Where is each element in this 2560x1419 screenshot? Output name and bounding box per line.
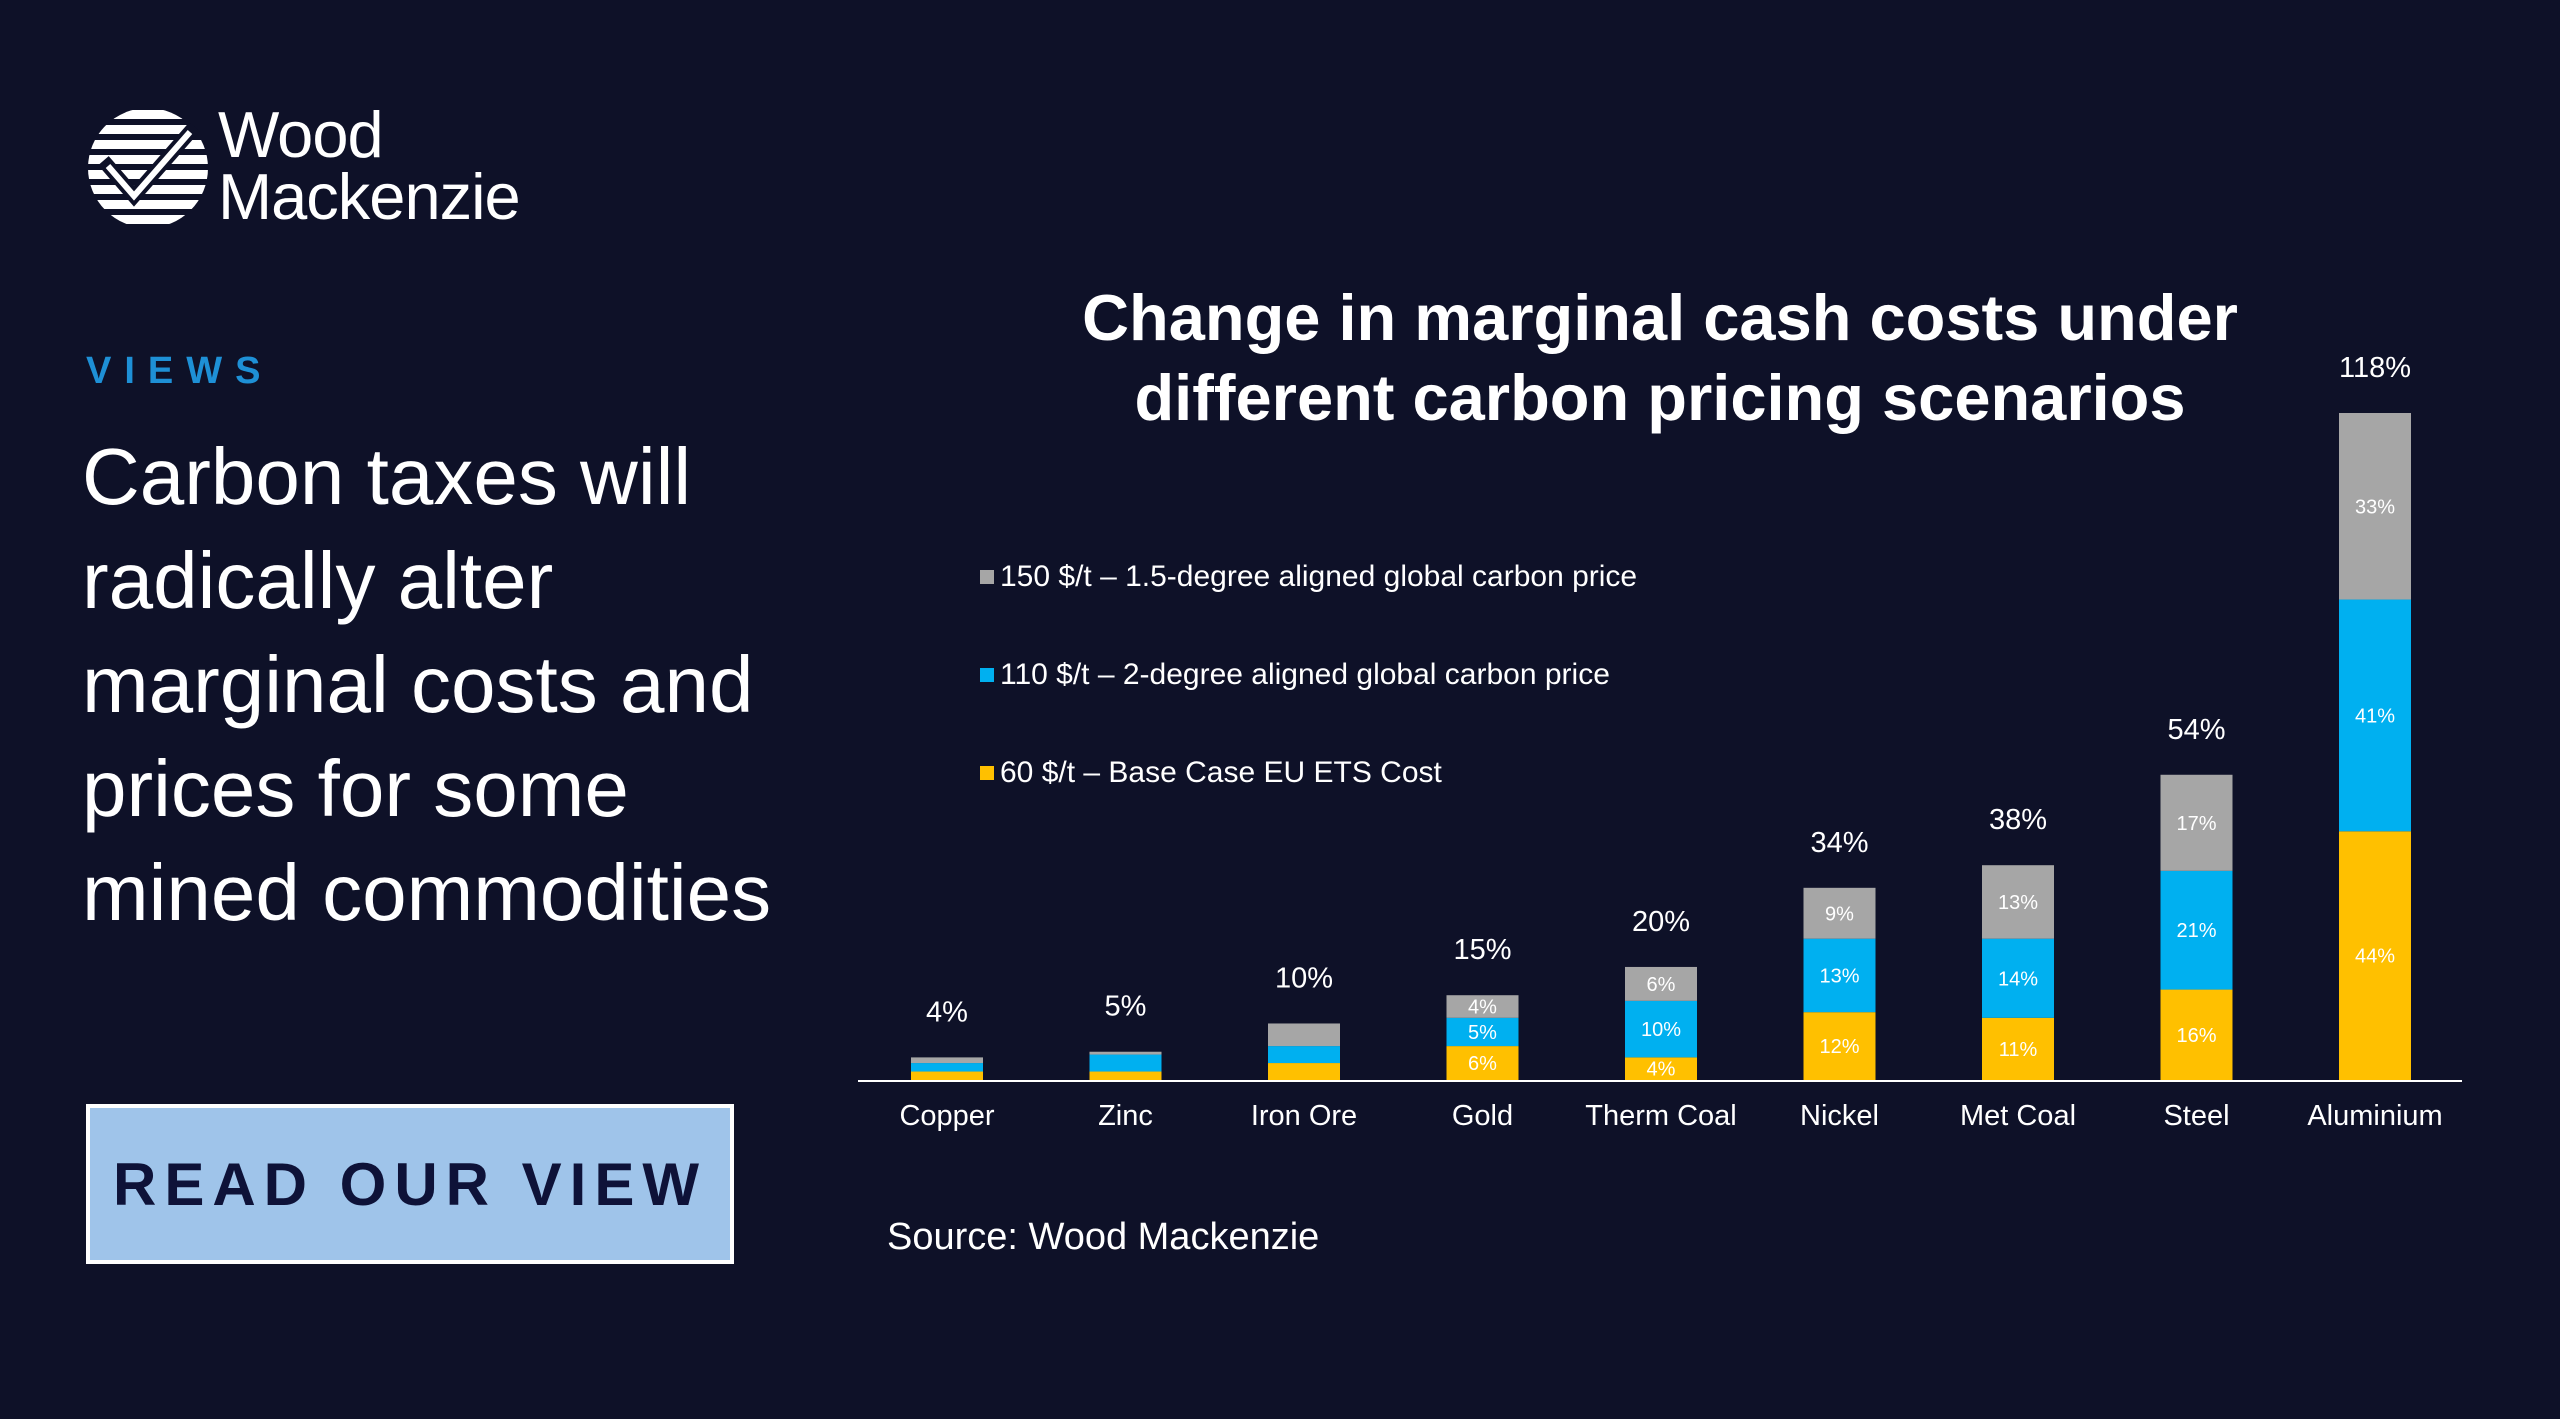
bar-segment-label: 44%: [2355, 946, 2395, 968]
legend-swatch: [980, 766, 994, 780]
section-label: VIEWS: [86, 350, 274, 392]
bar-total-label: 15%: [1453, 934, 1511, 966]
bar-total-label: 34%: [1810, 827, 1868, 859]
bar-segment-therm-coal-s2: [1625, 966, 1697, 1001]
bar-segment-label: 33%: [2355, 496, 2395, 518]
bar-segment-label: 21%: [2176, 920, 2216, 942]
bar-total-label: 54%: [2167, 714, 2225, 746]
bar-segment-steel-s1: [2160, 870, 2233, 990]
bar-total-label: 118%: [2339, 352, 2411, 384]
bar-segment-label: 5%: [1468, 1022, 1497, 1044]
x-tick-label: Iron Ore: [1251, 1100, 1357, 1132]
bar-segment-label: 4%: [1647, 1059, 1676, 1081]
bar-segment-steel-s0: [2160, 989, 2233, 1080]
bar-segment-met-coal-s1: [1982, 938, 2054, 1018]
bar-segment-label: 14%: [1998, 968, 2038, 990]
legend-swatch: [980, 668, 994, 682]
x-tick-label: Met Coal: [1960, 1100, 2076, 1132]
bar-total-label: 10%: [1275, 962, 1333, 994]
logo-wordmark-line2: Mackenzie: [218, 160, 521, 233]
wood-mackenzie-logo-mark-icon: [88, 110, 208, 224]
bar-segment-label: 11%: [1999, 1039, 2038, 1061]
bar-segment-label: 41%: [2355, 705, 2395, 727]
x-tick-label: Gold: [1452, 1100, 1513, 1132]
x-tick-label: Nickel: [1800, 1100, 1879, 1132]
bar-segment-iron-ore-s0: [1268, 1063, 1340, 1080]
bar-segment-nickel-s1: [1803, 938, 1876, 1013]
bar-segment-aluminium-s0: [2339, 831, 2411, 1080]
bar-segment-label: 6%: [1468, 1053, 1497, 1075]
bar-segment-copper-s0: [911, 1071, 983, 1080]
headline: Carbon taxes will radically alter margin…: [82, 432, 772, 937]
bar-segment-zinc-s1: [1089, 1054, 1162, 1072]
bar-total-label: 5%: [1105, 991, 1147, 1023]
read-our-view-button[interactable]: READ OUR VIEW: [86, 1104, 734, 1264]
bar-segment-label: 17%: [2176, 813, 2216, 835]
bar-segment-label: 4%: [1468, 997, 1497, 1019]
legend-item: 150 $/t – 1.5-degree aligned global carb…: [980, 560, 1637, 594]
bar-segment-met-coal-s2: [1982, 865, 2054, 939]
legend-swatch: [980, 570, 994, 584]
bar-segment-copper-s2: [911, 1057, 983, 1064]
bar-segment-label: 13%: [1998, 892, 2038, 914]
bar-segment-label: 16%: [2176, 1025, 2216, 1047]
bar-segment-label: 13%: [1819, 965, 1859, 987]
logo-wordmark-line1: Wood: [218, 98, 384, 171]
bar-segment-zinc-s2: [1089, 1051, 1162, 1055]
bar-segment-gold-s1: [1446, 1017, 1519, 1047]
bar-segment-nickel-s0: [1803, 1012, 1876, 1080]
bar-segment-copper-s1: [911, 1063, 983, 1072]
chart-title: Change in marginal cash costs under diff…: [1082, 281, 2238, 434]
bar-segment-label: 9%: [1825, 903, 1854, 925]
x-tick-label: Therm Coal: [1585, 1100, 1737, 1132]
bar-segment-gold-s2: [1446, 995, 1519, 1018]
bar-segment-steel-s2: [2160, 774, 2233, 871]
bar-segment-label: 6%: [1647, 974, 1676, 996]
bar-segment-aluminium-s1: [2339, 599, 2411, 832]
bar-segment-gold-s0: [1446, 1046, 1519, 1080]
legend-label: 110 $/t – 2-degree aligned global carbon…: [1000, 658, 1610, 691]
bar-total-label: 4%: [926, 996, 968, 1028]
logo-wordmark: Wood Mackenzie: [218, 98, 521, 233]
x-tick-label: Copper: [899, 1100, 994, 1132]
legend-item: 60 $/t – Base Case EU ETS Cost: [980, 756, 1442, 790]
legend-label: 150 $/t – 1.5-degree aligned global carb…: [1000, 560, 1638, 593]
bar-segment-label: 10%: [1641, 1019, 1681, 1041]
x-tick-label: Aluminium: [2307, 1100, 2442, 1132]
bar-segment-label: 12%: [1819, 1036, 1859, 1058]
bar-segment-zinc-s0: [1089, 1071, 1162, 1080]
bar-segment-therm-coal-s0: [1625, 1057, 1697, 1080]
x-tick-label: Steel: [2163, 1100, 2229, 1132]
x-tick-label: Zinc: [1098, 1100, 1153, 1132]
bar-total-label: 20%: [1632, 906, 1690, 938]
bar-segment-aluminium-s2: [2339, 413, 2411, 600]
bar-segment-met-coal-s0: [1982, 1017, 2054, 1080]
bar-segment-iron-ore-s1: [1268, 1046, 1340, 1064]
legend-item: 110 $/t – 2-degree aligned global carbon…: [980, 658, 1610, 692]
bar-segment-therm-coal-s1: [1625, 1000, 1697, 1058]
bar-total-label: 38%: [1989, 804, 2047, 836]
bar-segment-nickel-s2: [1803, 887, 1876, 939]
bar-segment-iron-ore-s2: [1268, 1023, 1340, 1047]
wood-mackenzie-logo: Wood Mackenzie: [86, 98, 546, 234]
source-note: Source: Wood Mackenzie: [887, 1216, 1320, 1258]
legend-label: 60 $/t – Base Case EU ETS Cost: [1000, 756, 1442, 789]
